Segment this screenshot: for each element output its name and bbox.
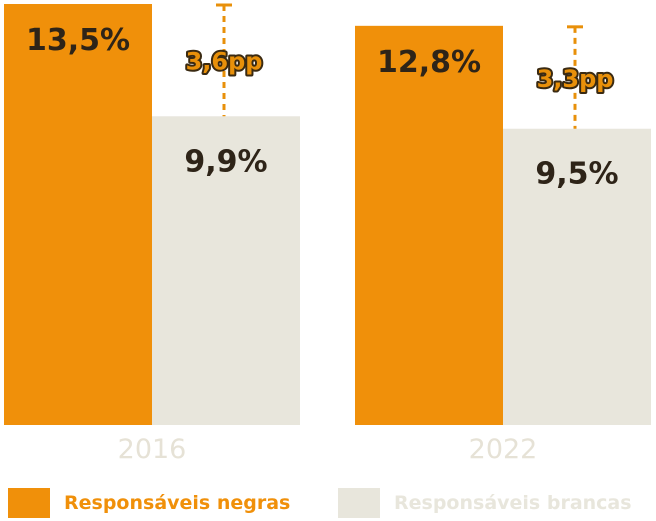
legend-swatch-negras [8, 488, 50, 518]
legend-swatch-brancas [338, 488, 380, 518]
bar-brancas-2022 [503, 128, 651, 426]
legend: Responsáveis negras Responsáveis brancas [0, 485, 656, 521]
legend-label-brancas: Responsáveis brancas [394, 492, 632, 514]
legend-item-brancas: Responsáveis brancas [338, 485, 632, 521]
legend-item-negras: Responsáveis negras [8, 485, 290, 521]
bar-negras-2016 [4, 4, 152, 425]
gap-label-2016: 3,6pp [186, 48, 263, 76]
bar-negras-2022 [355, 25, 503, 426]
bar-brancas-2016 [152, 116, 300, 426]
legend-label-negras: Responsáveis negras [64, 492, 291, 514]
gap-label-2022: 3,3pp [537, 65, 614, 93]
value-label-brancas-2022: 9,5% [535, 157, 618, 192]
value-label-negras-2022: 12,8% [377, 45, 481, 80]
x-tick-2016: 2016 [118, 434, 187, 465]
value-label-negras-2016: 13,5% [26, 23, 130, 58]
x-tick-2022: 2022 [469, 434, 538, 465]
value-label-brancas-2016: 9,9% [184, 144, 267, 179]
